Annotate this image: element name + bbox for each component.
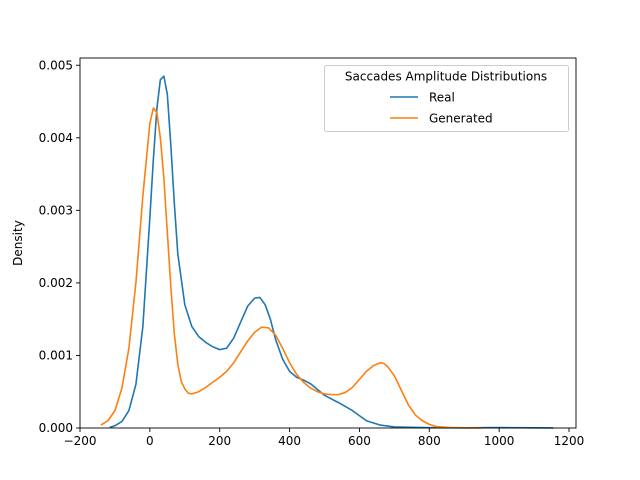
x-tick-label: 200 <box>208 434 231 448</box>
x-tick-label: 0 <box>146 434 154 448</box>
y-tick-label: 0.001 <box>39 348 73 362</box>
y-tick-label: 0.005 <box>39 58 73 72</box>
y-tick-label: 0.003 <box>39 203 73 217</box>
y-tick-label: 0.002 <box>39 276 73 290</box>
x-tick-label: 600 <box>348 434 371 448</box>
x-tick-label: 800 <box>418 434 441 448</box>
legend-title: Saccades Amplitude Distributions <box>345 70 547 84</box>
y-tick-label: 0.004 <box>39 131 73 145</box>
x-tick-label: −200 <box>64 434 97 448</box>
legend: Saccades Amplitude Distributions Real Ge… <box>324 65 569 132</box>
series-line-generated <box>100 107 482 429</box>
y-tick-label: 0.000 <box>39 421 73 435</box>
legend-box <box>324 65 569 132</box>
series-group <box>100 75 554 429</box>
x-tick-label: 400 <box>278 434 301 448</box>
y-axis: 0.000 0.001 0.002 0.003 0.004 0.005 <box>39 58 80 435</box>
x-tick-label: 1000 <box>484 434 515 448</box>
x-tick-label: 1200 <box>554 434 585 448</box>
legend-label-generated: Generated <box>429 112 493 126</box>
axes-frame <box>79 57 577 429</box>
series-line-real <box>109 75 554 429</box>
plot-area <box>79 57 577 429</box>
y-axis-label: Density <box>11 220 25 266</box>
x-axis: −200 0 200 400 600 800 1000 1200 <box>64 428 585 448</box>
legend-label-real: Real <box>429 91 455 105</box>
